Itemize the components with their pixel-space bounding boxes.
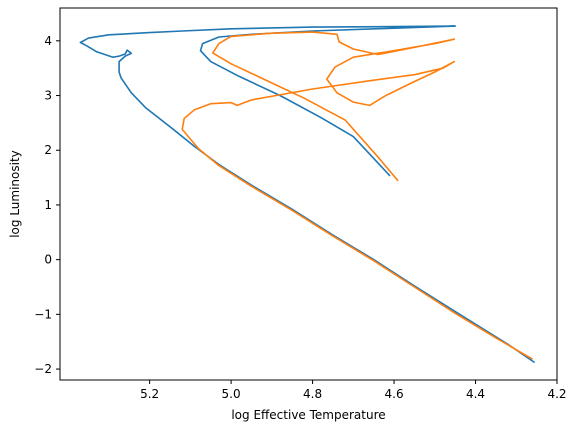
x-axis: 5.2 5.0 4.8 4.6 4.4 4.2 — [140, 380, 567, 401]
series-line-1 — [79, 25, 536, 364]
y-tick-label: −2 — [34, 362, 52, 376]
x-axis-label: log Effective Temperature — [231, 408, 385, 422]
y-tick-label: 4 — [44, 34, 52, 48]
x-tick-label: 4.2 — [547, 387, 566, 401]
series-layer — [79, 25, 536, 364]
series-line-2 — [181, 31, 534, 360]
x-tick-label: 4.8 — [303, 387, 322, 401]
y-tick-label: 0 — [44, 253, 52, 267]
y-tick-label: −1 — [34, 307, 52, 321]
y-tick-label: 3 — [44, 89, 52, 103]
y-axis: 4 3 2 1 0 −1 −2 — [34, 34, 60, 376]
y-tick-label: 1 — [44, 198, 52, 212]
x-tick-label: 5.0 — [222, 387, 241, 401]
plot-frame — [59, 7, 558, 381]
y-axis-label: log Luminosity — [8, 150, 22, 238]
x-tick-label: 4.6 — [385, 387, 404, 401]
y-tick-label: 2 — [44, 143, 52, 157]
x-tick-label: 4.4 — [466, 387, 485, 401]
x-tick-label: 5.2 — [140, 387, 159, 401]
